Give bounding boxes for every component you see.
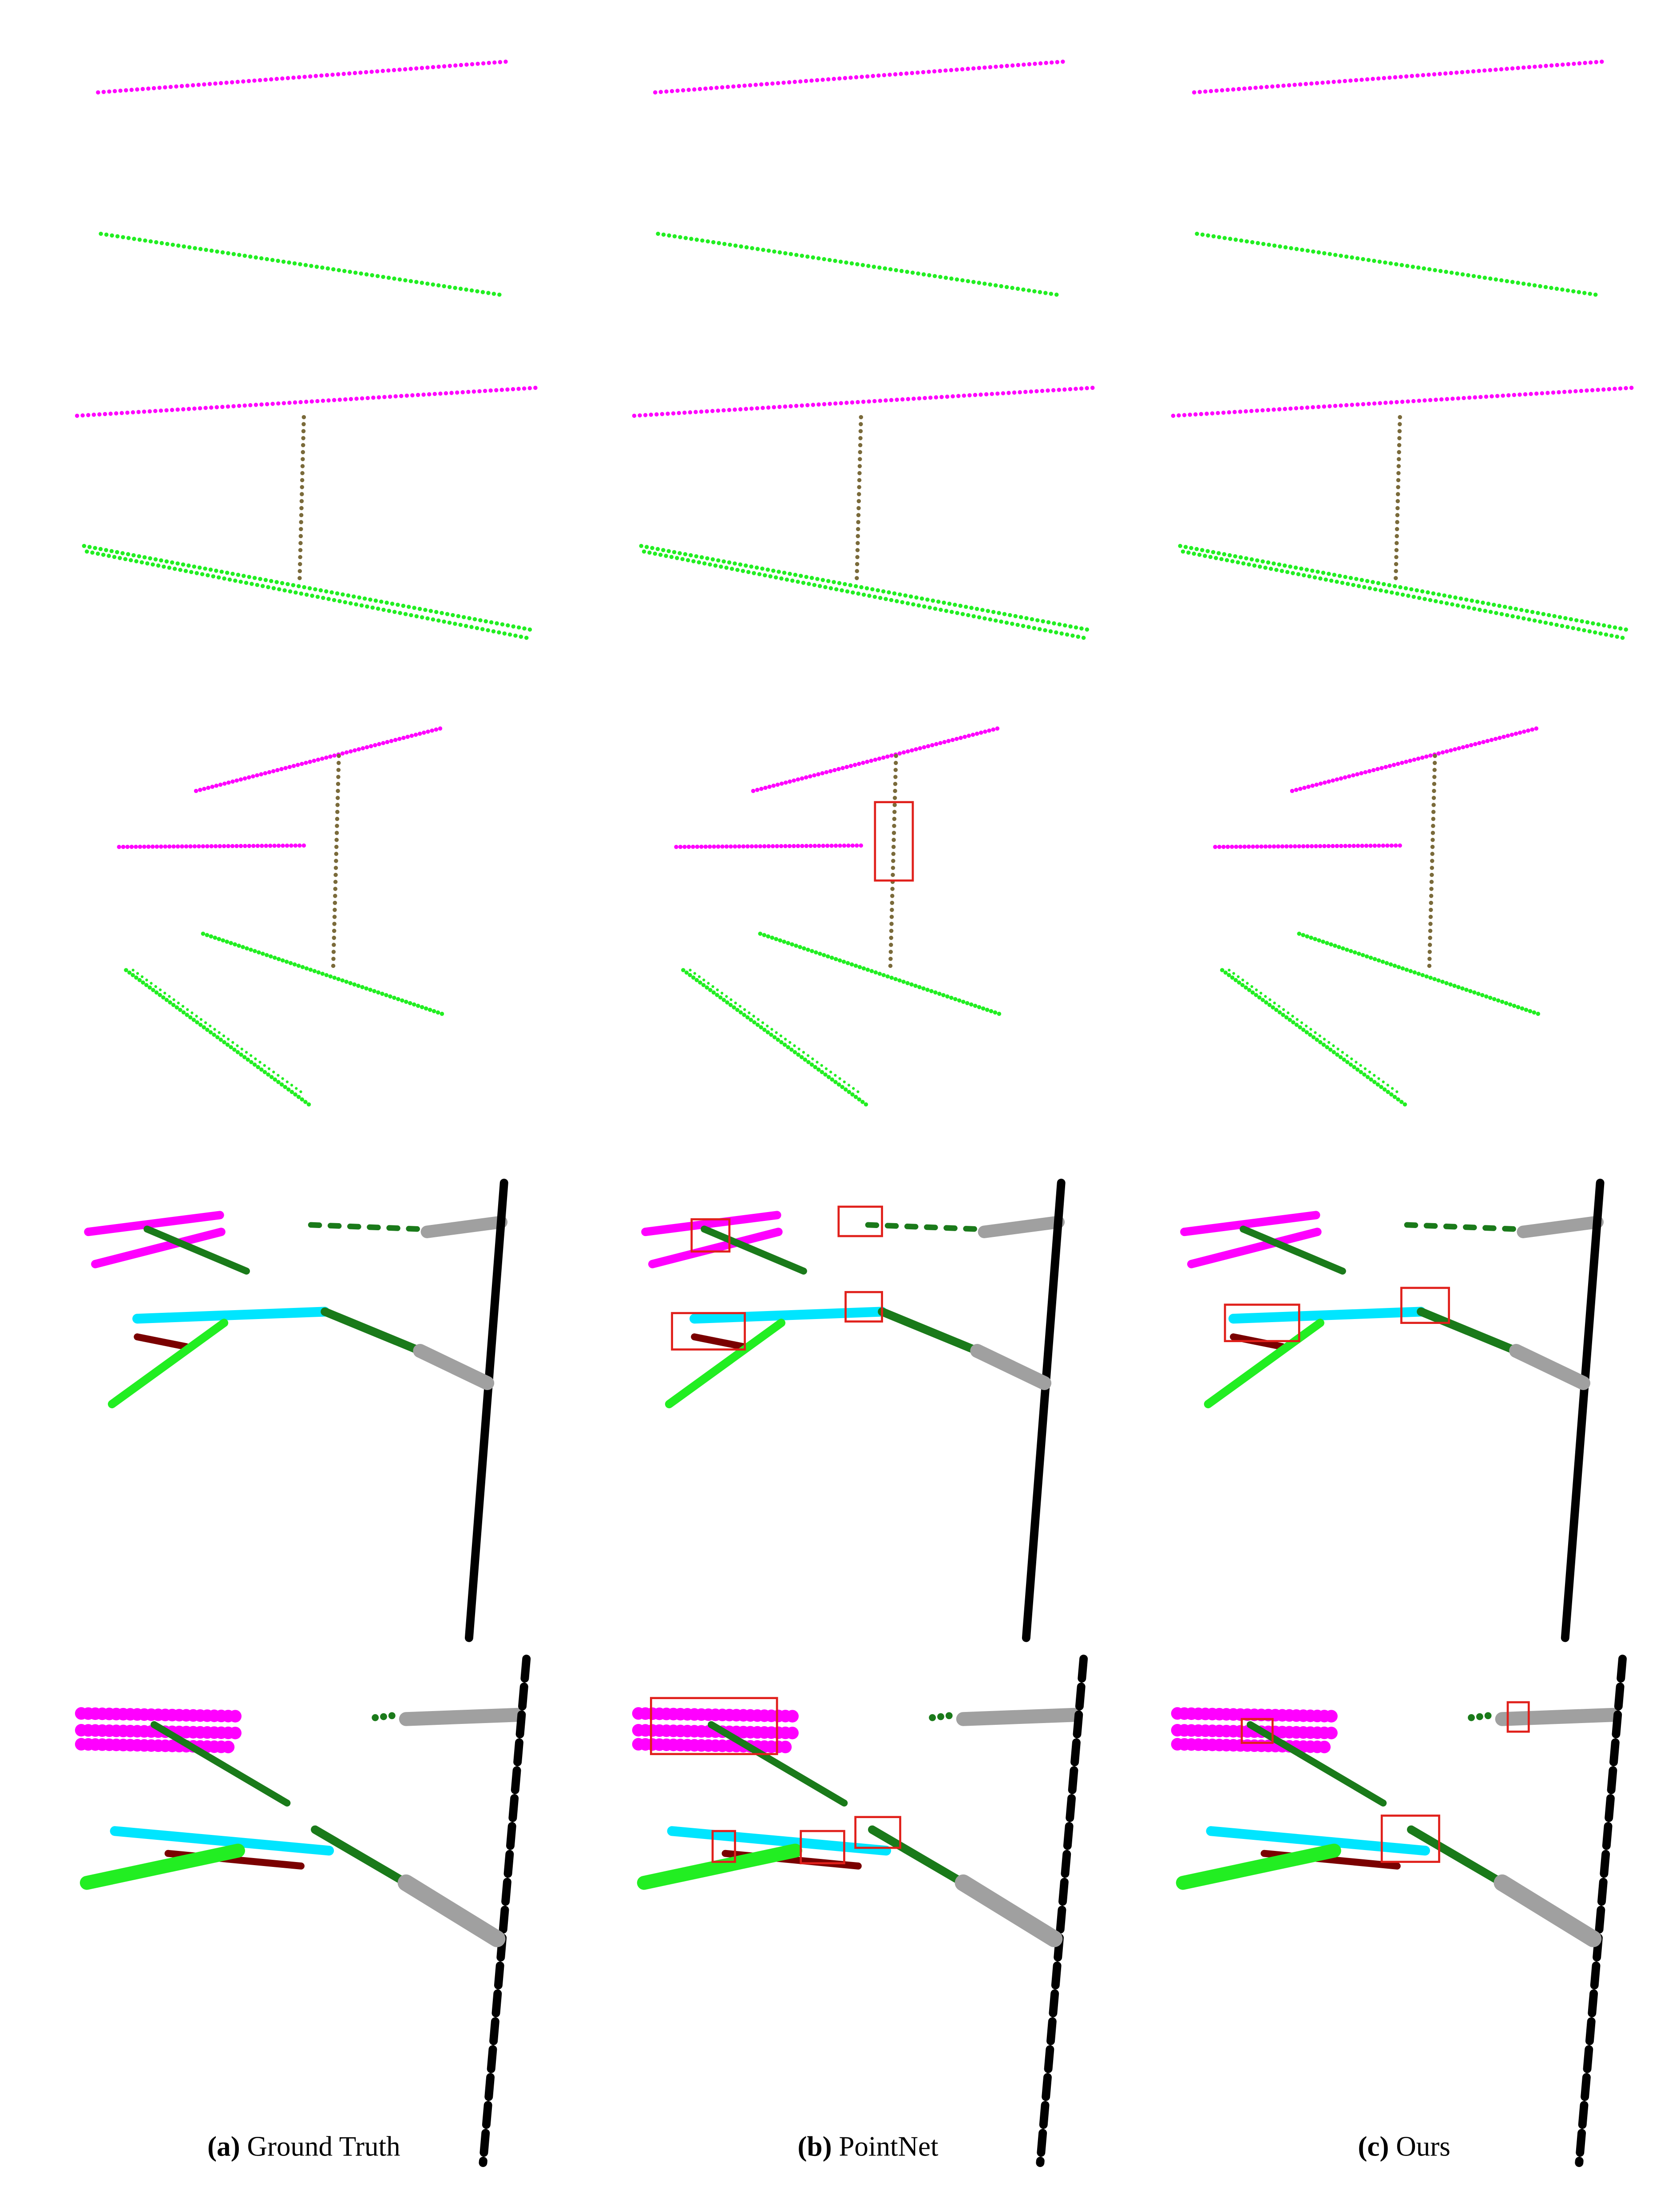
ground-truth-panel: [77, 62, 536, 2163]
error-box: [690, 1218, 731, 1253]
error-box: [800, 1830, 845, 1865]
error-box: [844, 1291, 883, 1323]
error-box: [874, 801, 914, 882]
caption: (a) Ground Truth: [207, 2131, 400, 2162]
error-box: [1400, 1287, 1450, 1324]
error-boxes-pointnet: [650, 801, 914, 1865]
caption-label: (a): [207, 2131, 240, 2162]
error-box: [1380, 1815, 1440, 1863]
error-box: [650, 1697, 778, 1755]
caption-label: (b): [798, 2131, 832, 2162]
caption-text: Ours: [1396, 2131, 1450, 2162]
error-box: [854, 1816, 901, 1849]
caption-text: PointNet: [839, 2131, 939, 2162]
ours-panel: [1173, 62, 1632, 2163]
error-box: [1240, 1718, 1274, 1744]
caption-label: (c): [1358, 2131, 1389, 2162]
error-box: [1506, 1701, 1530, 1733]
caption: (c) Ours: [1358, 2131, 1450, 2162]
error-boxes-ours: [1224, 1287, 1530, 1863]
caption-text: Ground Truth: [247, 2131, 400, 2162]
error-box: [671, 1312, 746, 1351]
error-box: [711, 1830, 736, 1863]
error-box: [837, 1205, 883, 1237]
error-box: [1224, 1304, 1300, 1342]
caption: (b) PointNet: [798, 2131, 939, 2162]
